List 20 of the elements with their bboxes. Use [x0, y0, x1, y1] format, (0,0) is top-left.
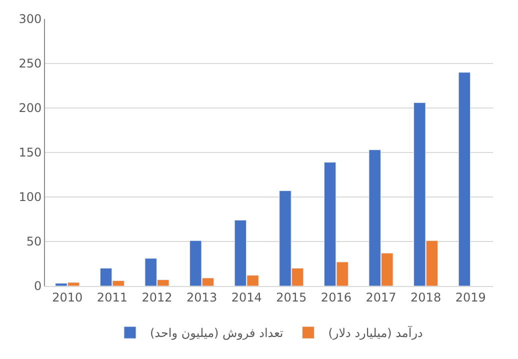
- y-tick-label: 250: [18, 56, 42, 71]
- x-tick-label: 2018: [410, 290, 442, 304]
- x-tick-label: 2014: [231, 290, 262, 304]
- y-tick-label: 150: [18, 146, 42, 160]
- legend-label: تعداد فروش (میلیون واحد): [150, 326, 284, 340]
- bar: [458, 72, 471, 286]
- y-tick-label: 200: [18, 101, 42, 116]
- y-tick-label: 100: [18, 190, 42, 204]
- legend-label: درآمد (میلیارد دلار): [328, 325, 423, 340]
- x-tick-label: 2010: [52, 290, 83, 304]
- x-tick-label: 2011: [96, 290, 128, 304]
- x-tick-label: 2012: [142, 290, 172, 304]
- x-tick-label: 2019: [455, 290, 486, 304]
- x-tick-label: 2016: [320, 290, 352, 304]
- y-tick-label: 50: [26, 234, 42, 249]
- x-tick-label: 2013: [186, 290, 218, 304]
- x-tick-label: 2017: [366, 290, 396, 304]
- y-tick-label: 0: [34, 279, 42, 294]
- x-tick-label: 2015: [276, 290, 307, 304]
- y-tick-label: 300: [18, 12, 42, 26]
